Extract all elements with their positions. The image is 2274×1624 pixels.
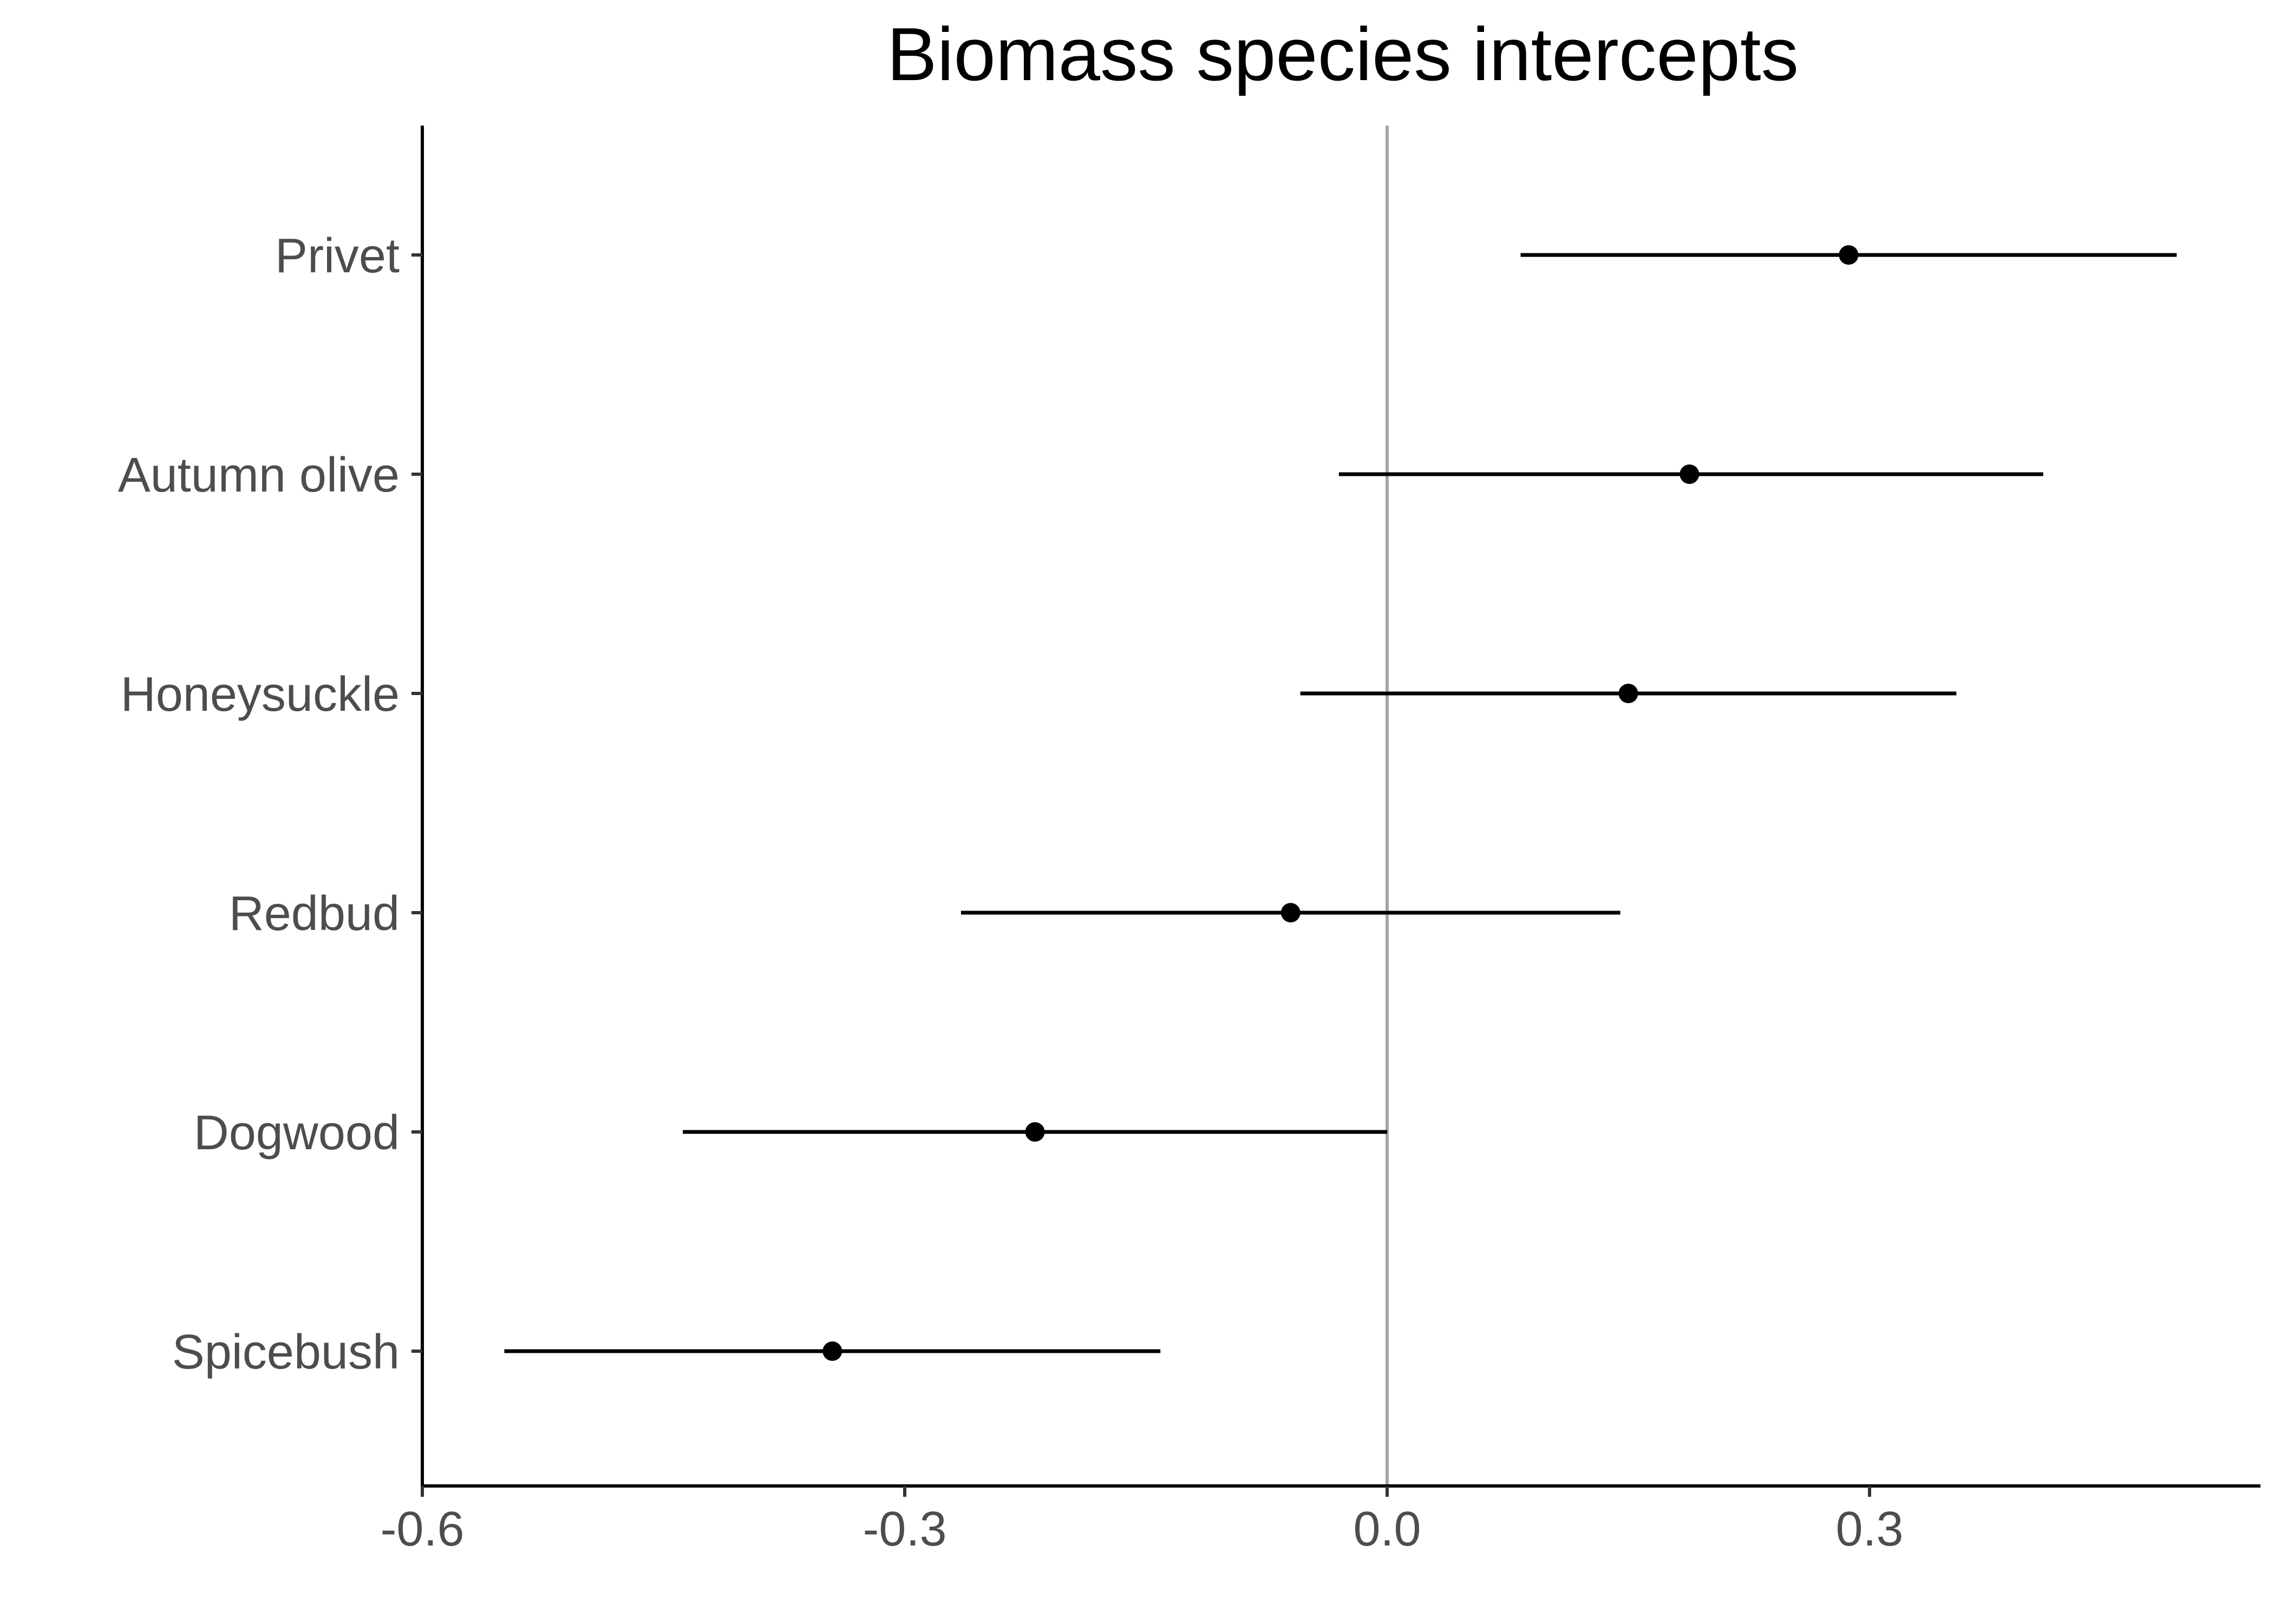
y-tick-label: Redbud <box>229 887 400 941</box>
x-tick-label: 0.3 <box>1835 1502 1903 1556</box>
x-tick-label: -0.3 <box>862 1502 946 1556</box>
plot-area: -0.6 -0.3 0.0 0.3 Privet Autumn olive Honeysuc… <box>118 126 2260 1556</box>
y-tick-label: Honeysuckle <box>121 667 400 722</box>
y-tick-label: Autumn olive <box>118 448 400 502</box>
estimate-point <box>1839 245 1859 265</box>
y-tick-label: Privet <box>275 229 400 283</box>
estimate-point <box>1025 1122 1045 1142</box>
estimate-point <box>1618 684 1638 703</box>
estimate-point <box>822 1341 842 1361</box>
estimate-point <box>1280 903 1301 922</box>
estimate-point <box>1680 464 1700 484</box>
x-tick-label: 0.0 <box>1353 1502 1421 1556</box>
y-tick-label: Dogwood <box>194 1106 400 1160</box>
x-tick-label: -0.6 <box>380 1502 464 1556</box>
chart-title: Biomass species intercepts <box>887 12 1799 96</box>
y-tick-label: Spicebush <box>172 1325 400 1379</box>
